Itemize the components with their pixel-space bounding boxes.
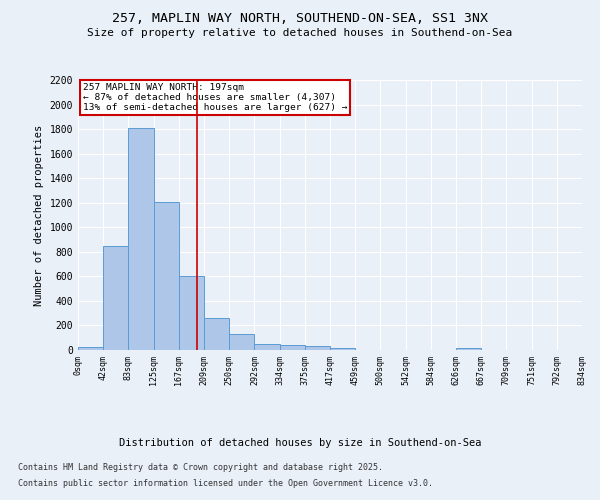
Bar [305,346,330,350]
Text: Distribution of detached houses by size in Southend-on-Sea: Distribution of detached houses by size … [119,438,481,448]
Bar [330,348,355,350]
Bar [128,128,154,350]
Text: Size of property relative to detached houses in Southend-on-Sea: Size of property relative to detached ho… [88,28,512,38]
Bar [457,348,481,350]
Bar [78,347,103,350]
Bar [205,318,229,350]
Bar [229,334,254,350]
Bar [103,246,128,350]
Bar [254,344,280,350]
Text: Contains public sector information licensed under the Open Government Licence v3: Contains public sector information licen… [18,478,433,488]
Bar [154,202,179,350]
Text: Contains HM Land Registry data © Crown copyright and database right 2025.: Contains HM Land Registry data © Crown c… [18,464,383,472]
Text: 257, MAPLIN WAY NORTH, SOUTHEND-ON-SEA, SS1 3NX: 257, MAPLIN WAY NORTH, SOUTHEND-ON-SEA, … [112,12,488,26]
Bar [179,276,205,350]
Y-axis label: Number of detached properties: Number of detached properties [34,124,44,306]
Bar [280,345,305,350]
Text: 257 MAPLIN WAY NORTH: 197sqm
← 87% of detached houses are smaller (4,307)
13% of: 257 MAPLIN WAY NORTH: 197sqm ← 87% of de… [83,82,347,112]
